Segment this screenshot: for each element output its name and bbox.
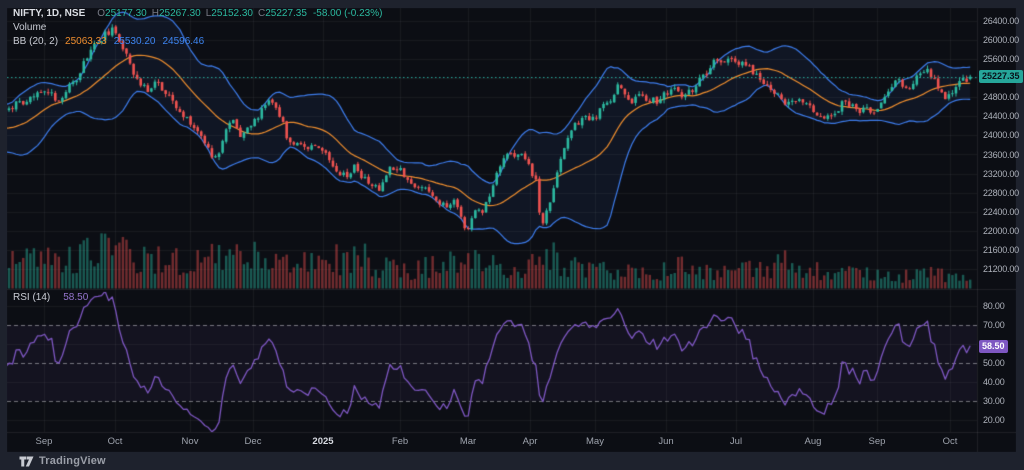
rsi-legend-row: RSI (14) 58.50: [13, 292, 88, 304]
price-axis-tick: 23600.00: [983, 149, 1019, 160]
open-value: 25177.30: [105, 8, 147, 19]
price-axis-tick: 25600.00: [983, 53, 1019, 64]
time-axis-label: Aug: [804, 436, 822, 447]
rsi-current-value: 58.50: [63, 292, 89, 303]
time-axis-label: Apr: [522, 436, 538, 447]
frame-left: [0, 8, 7, 452]
close-prefix: C: [257, 8, 266, 19]
bb-basis-value: 25063.33: [65, 36, 107, 47]
bb-legend-row: BB (20, 2) 25063.33 25530.20 24596.46: [13, 36, 211, 48]
price-axis-tick: 26400.00: [983, 15, 1019, 26]
price-axis-tick: 22000.00: [983, 225, 1019, 236]
symbol-legend-row: NIFTY, 1D, NSE O25177.30 H25267.30 L25152.3…: [13, 8, 382, 20]
frame-top: [0, 0, 1024, 8]
bb-lower-value: 24596.46: [162, 36, 205, 47]
time-axis-label: Oct: [942, 436, 958, 447]
price-axis-tick: 23200.00: [983, 168, 1019, 179]
rsi-axis-tick: 30.00: [983, 396, 1005, 407]
tradingview-attribution[interactable]: TradingView: [39, 455, 106, 467]
rsi-axis-tick: 70.00: [983, 319, 1005, 330]
price-axis-tick: 24400.00: [983, 111, 1019, 122]
rsi-axis-tick: 50.00: [983, 358, 1005, 368]
change-value: -58.00 (-0.23%): [312, 8, 383, 19]
time-axis-label: Nov: [181, 436, 199, 447]
price-axis-tick: 24000.00: [983, 130, 1019, 141]
price-axis-tick: 22800.00: [983, 187, 1019, 198]
time-axis-label: Sep: [35, 436, 53, 447]
time-axis-label: Jul: [729, 436, 743, 447]
close-value: 25227.35: [265, 8, 307, 19]
high-value: 25267.30: [158, 8, 201, 19]
rsi-axis-tick: 20.00: [983, 415, 1005, 426]
symbol-title[interactable]: NIFTY, 1D, NSE: [13, 8, 86, 19]
rsi-axis-tick: 80.00: [983, 300, 1005, 311]
price-axis-tick: 21600.00: [983, 245, 1019, 255]
price-axis-tick: 26000.00: [983, 34, 1019, 45]
time-axis-label: 2025: [312, 436, 334, 447]
price-axis-tick: 21200.00: [983, 264, 1019, 275]
bb-upper-value: 25530.20: [113, 36, 156, 47]
footer-bar: TradingView: [0, 452, 1024, 470]
bb-indicator-label[interactable]: BB (20, 2): [13, 36, 59, 47]
time-axis-label: Sep: [868, 436, 886, 447]
time-axis-label: Jun: [658, 436, 674, 447]
time-axis-label: Mar: [459, 436, 477, 447]
rsi-axis-tick: 40.00: [983, 377, 1005, 388]
low-prefix: L: [205, 8, 212, 19]
tradingview-logo-icon: [19, 456, 34, 466]
volume-indicator-label[interactable]: Volume: [13, 22, 47, 33]
time-axis-label: May: [586, 436, 604, 447]
rsi-value-badge: 58.50: [979, 340, 1008, 353]
time-axis-label: Dec: [244, 436, 262, 447]
low-value: 25152.30: [211, 8, 253, 19]
volume-legend-row: Volume: [13, 22, 53, 34]
price-axis-tick: 24800.00: [983, 92, 1019, 103]
time-axis-label: Feb: [391, 436, 409, 447]
open-prefix: O: [97, 8, 106, 19]
high-prefix: H: [151, 8, 159, 19]
time-axis-label: Oct: [107, 436, 123, 447]
price-axis-tick: 22400.00: [983, 206, 1019, 217]
last-price-badge: 25227.35: [979, 70, 1023, 83]
rsi-indicator-label[interactable]: RSI (14): [13, 292, 51, 303]
frame-right: [1016, 8, 1024, 452]
